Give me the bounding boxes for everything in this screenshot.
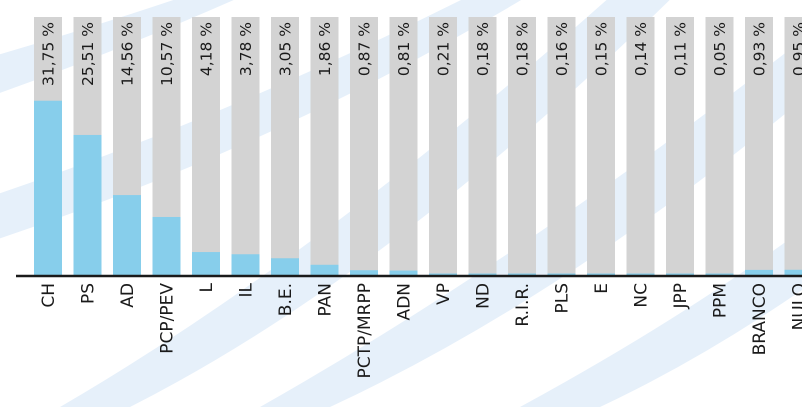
bar bbox=[745, 269, 773, 275]
category-label: PCTP/MRPP bbox=[355, 283, 375, 378]
bar-track bbox=[626, 17, 655, 275]
bar-track bbox=[508, 17, 536, 275]
category-label: E bbox=[592, 283, 612, 294]
bar-track bbox=[429, 17, 457, 275]
bar-track bbox=[192, 17, 220, 275]
bar bbox=[784, 269, 802, 275]
value-label: 3,78 % bbox=[237, 22, 255, 76]
category-label: PPM bbox=[711, 283, 731, 318]
bar-track bbox=[231, 17, 260, 275]
bar bbox=[73, 134, 102, 275]
background-swoosh bbox=[520, 230, 802, 407]
value-label: 0,11 % bbox=[672, 22, 690, 76]
category-labels: CH PS AD PCP/PEV L IL B.E. PAN PCTP/MRPP ADN VP ND R… bbox=[39, 282, 802, 378]
value-label: 0,05 % bbox=[711, 22, 729, 76]
category-label: VP bbox=[434, 283, 454, 305]
bar bbox=[34, 100, 62, 275]
bar bbox=[547, 273, 576, 275]
bar bbox=[705, 273, 734, 275]
category-label: JPP bbox=[671, 283, 691, 310]
bar bbox=[508, 273, 536, 275]
bar bbox=[271, 258, 299, 275]
bar bbox=[310, 264, 339, 275]
bar bbox=[468, 273, 497, 275]
category-label: IL bbox=[237, 282, 257, 297]
value-label: 0,21 % bbox=[435, 22, 453, 76]
category-label: PLS bbox=[553, 283, 573, 314]
bar bbox=[152, 216, 181, 275]
category-label: ND bbox=[474, 283, 494, 309]
bar-track bbox=[784, 17, 802, 275]
value-label: 0,18 % bbox=[514, 22, 532, 76]
category-label: NC bbox=[632, 283, 652, 308]
value-label: 3,05 % bbox=[277, 22, 295, 76]
bar-track bbox=[666, 17, 694, 275]
category-label: B.E. bbox=[276, 283, 296, 316]
value-label: 0,81 % bbox=[395, 22, 413, 76]
bar bbox=[231, 254, 260, 275]
bar-track bbox=[468, 17, 497, 275]
category-label: PS bbox=[79, 283, 99, 304]
value-label: 4,18 % bbox=[198, 22, 216, 76]
bar-track bbox=[350, 17, 378, 275]
bars bbox=[34, 100, 802, 275]
bar bbox=[350, 270, 378, 275]
value-label: 0,16 % bbox=[553, 22, 571, 76]
category-label: ADN bbox=[395, 283, 415, 320]
bar bbox=[666, 273, 694, 275]
category-label: R.I.R. bbox=[513, 283, 533, 327]
value-label: 14,56 % bbox=[119, 22, 137, 86]
bar bbox=[389, 270, 418, 275]
category-label: CH bbox=[39, 283, 59, 308]
value-label: 0,95 % bbox=[790, 22, 802, 76]
category-label: L bbox=[197, 282, 217, 292]
bar-track bbox=[271, 17, 299, 275]
value-label: 10,57 % bbox=[158, 22, 176, 86]
value-label: 0,14 % bbox=[632, 22, 650, 76]
bar-track bbox=[547, 17, 576, 275]
category-label: BRANCO bbox=[750, 283, 770, 355]
bar-track bbox=[705, 17, 734, 275]
bar bbox=[587, 273, 615, 275]
bar-track bbox=[310, 17, 339, 275]
category-label: AD bbox=[118, 283, 138, 308]
bar-track bbox=[745, 17, 773, 275]
value-label: 0,18 % bbox=[474, 22, 492, 76]
bar bbox=[429, 273, 457, 275]
category-label: NULO bbox=[790, 283, 802, 330]
bar-track bbox=[587, 17, 615, 275]
value-label: 0,93 % bbox=[751, 22, 769, 76]
bar-track bbox=[389, 17, 418, 275]
value-label: 31,75 % bbox=[40, 22, 58, 86]
value-label: 1,86 % bbox=[316, 22, 334, 76]
category-label: PAN bbox=[316, 283, 336, 317]
value-labels: 31,75 % 25,51 % 14,56 % 10,57 % 4,18 % 3,78 %… bbox=[40, 22, 802, 86]
category-label: PCP/PEV bbox=[158, 283, 178, 354]
value-label: 0,15 % bbox=[593, 22, 611, 76]
value-label: 0,87 % bbox=[356, 22, 374, 76]
bar bbox=[626, 273, 655, 275]
bar bbox=[192, 252, 220, 275]
value-label: 25,51 % bbox=[79, 22, 97, 86]
bar bbox=[113, 195, 141, 275]
